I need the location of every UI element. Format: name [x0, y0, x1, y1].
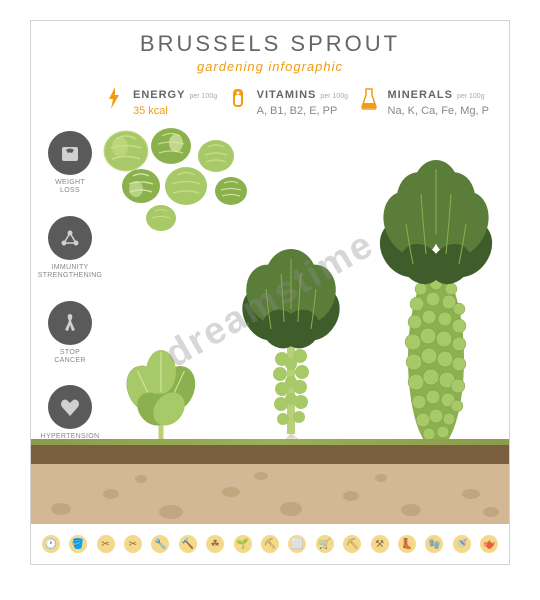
energy-value: 35 kcal [133, 105, 217, 117]
tool-icon: ⛏ [343, 535, 361, 553]
heart-icon [48, 385, 92, 429]
tool-icon: 🪣 [69, 535, 87, 553]
vitamins-value: A, B1, B2, E, PP [257, 105, 348, 117]
tool-icon: ✂ [124, 535, 142, 553]
energy-label: ENERGY [133, 89, 185, 101]
benefit-weight-loss: WEIGHTLOSS [39, 131, 101, 196]
pill-icon [225, 85, 251, 111]
minerals-label: MINERALS [388, 89, 453, 101]
tool-icon: ⬜ [288, 535, 306, 553]
soil-section [31, 439, 509, 524]
scale-icon [48, 131, 92, 175]
subtitle: gardening infographic [31, 59, 509, 74]
minerals-value: Na, K, Ca, Fe, Mg, P [388, 105, 489, 117]
tool-icon: 🛒 [316, 535, 334, 553]
tools-row: 🕐 🪣 ✂ ✂ 🔧 🔨 ☘ 🌱 ⛏ ⬜ 🛒 ⛏ ⚒ 👢 🧤 🚿 🫖 [31, 524, 509, 564]
tool-icon: ☘ [206, 535, 224, 553]
benefit-label: STOPCANCER [54, 349, 85, 366]
benefit-cancer: STOPCANCER [39, 301, 101, 366]
infographic-frame: BRUSSELS SPROUT gardening infographic EN… [30, 20, 510, 565]
flask-icon [356, 85, 382, 111]
molecule-icon [48, 216, 92, 260]
benefit-immunity: IMMUNITYSTRENGTHENING [39, 216, 101, 281]
tool-icon: 🔨 [179, 535, 197, 553]
tool-icon: 🔧 [151, 535, 169, 553]
tool-icon: 👢 [398, 535, 416, 553]
nutrient-row: ENERGYper 100g 35 kcal VITAMINSper 100g … [101, 85, 489, 117]
tool-icon: 🫖 [480, 535, 498, 553]
tool-icon: 🕐 [42, 535, 60, 553]
plant-stages [111, 131, 499, 439]
vitamins-label: VITAMINS [257, 89, 317, 101]
soil-light-layer [31, 464, 509, 524]
ribbon-icon [48, 301, 92, 345]
nutrient-minerals: MINERALSper 100g Na, K, Ca, Fe, Mg, P [356, 85, 489, 117]
tool-icon: ⛏ [261, 535, 279, 553]
main-title: BRUSSELS SPROUT [31, 31, 509, 57]
benefits-column: WEIGHTLOSS IMMUNITYSTRENGTHENING STOPCAN… [39, 131, 101, 450]
tool-icon: ⚒ [371, 535, 389, 553]
benefit-label: WEIGHTLOSS [55, 179, 85, 196]
nutrient-energy: ENERGYper 100g 35 kcal [101, 85, 217, 117]
tool-icon: 🌱 [234, 535, 252, 553]
soil-dark-layer [31, 439, 509, 464]
lightning-icon [101, 85, 127, 111]
tool-icon: ✂ [97, 535, 115, 553]
soil-rocks [31, 464, 511, 524]
tool-icon: 🚿 [453, 535, 471, 553]
nutrient-vitamins: VITAMINSper 100g A, B1, B2, E, PP [225, 85, 348, 117]
tool-icon: 🧤 [425, 535, 443, 553]
benefit-label: IMMUNITYSTRENGTHENING [38, 264, 103, 281]
